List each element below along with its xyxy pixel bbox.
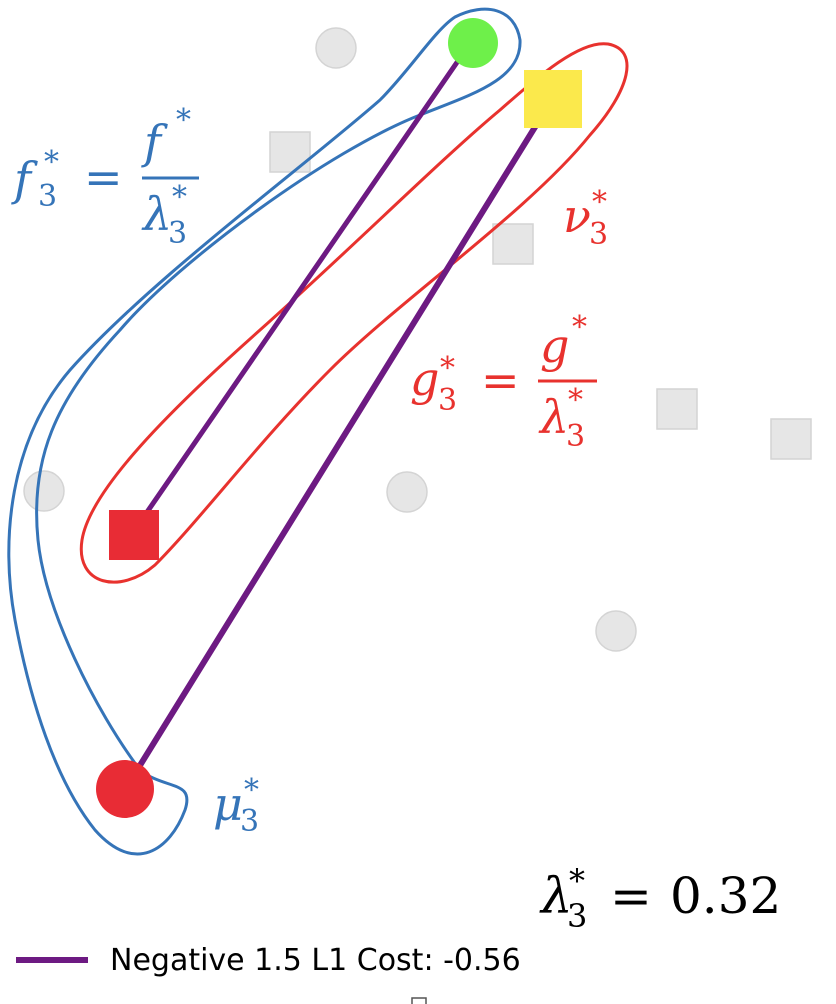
lambda-value-label: λ * 3 = 0.32 bbox=[539, 862, 781, 935]
lambda-equals: = bbox=[610, 867, 652, 925]
g-denominator: λ bbox=[538, 390, 569, 444]
g-lhs-sub: 3 bbox=[438, 383, 457, 418]
f-denominator-sup: * bbox=[172, 180, 187, 215]
grey-circle-marker bbox=[386, 471, 428, 513]
transport-line-thin bbox=[131, 39, 474, 534]
g-lhs-sup: * bbox=[440, 351, 455, 386]
red-square-marker bbox=[109, 510, 159, 560]
legend-label: Negative 1.5 L1 Cost: -0.56 bbox=[110, 943, 521, 978]
grey-circle-marker bbox=[315, 27, 357, 69]
nu-label: ν * 3 bbox=[563, 185, 608, 252]
grey-square-marker bbox=[770, 418, 812, 460]
g-denominator-sub: 3 bbox=[566, 419, 585, 454]
g-lhs: g bbox=[410, 352, 439, 406]
nu-symbol: ν bbox=[563, 189, 591, 243]
g-numerator: g bbox=[540, 319, 569, 373]
blue-group-outline bbox=[7, 7, 522, 856]
grey-circle-marker bbox=[23, 470, 65, 512]
g-denominator-sup: * bbox=[568, 383, 583, 418]
transport-line-thick bbox=[123, 95, 556, 791]
mu-label: μ * 3 bbox=[213, 773, 259, 839]
g-equation: g * 3 = g * λ * 3 bbox=[410, 310, 597, 454]
red-circle-marker bbox=[96, 760, 154, 818]
nu-sub: 3 bbox=[589, 217, 608, 252]
f-lhs-sub: 3 bbox=[38, 179, 57, 214]
f-denominator: λ bbox=[141, 187, 172, 241]
lambda-symbol: λ bbox=[539, 867, 573, 925]
f-lhs-sup: * bbox=[44, 145, 59, 180]
grey-square-marker bbox=[269, 131, 311, 173]
mu-sub: 3 bbox=[240, 804, 259, 839]
f-numerator-sup: * bbox=[176, 103, 191, 138]
mu-sup: * bbox=[244, 773, 259, 808]
grey-circle-marker bbox=[595, 610, 637, 652]
yellow-square-marker bbox=[524, 70, 582, 128]
grey-square-marker bbox=[656, 388, 698, 430]
f-denominator-sub: 3 bbox=[168, 216, 187, 251]
g-numerator-sup: * bbox=[572, 310, 587, 345]
f-equation: f * 3 = f * λ * 3 bbox=[11, 103, 199, 251]
lambda-number: 0.32 bbox=[670, 867, 781, 925]
bottom-tick-box bbox=[411, 997, 427, 1004]
f-equals: = bbox=[84, 150, 123, 204]
legend: Negative 1.5 L1 Cost: -0.56 bbox=[16, 943, 521, 978]
grey-square-marker bbox=[492, 223, 534, 265]
g-equals: = bbox=[481, 353, 520, 407]
lambda-sup: * bbox=[569, 862, 585, 900]
green-circle-marker bbox=[448, 18, 498, 68]
red-group-outline bbox=[79, 42, 629, 584]
mu-symbol: μ bbox=[213, 777, 243, 831]
lambda-sub: 3 bbox=[567, 897, 587, 935]
f-numerator: f bbox=[141, 115, 168, 169]
nu-sup: * bbox=[592, 185, 607, 220]
f-lhs: f bbox=[11, 152, 38, 206]
inactive-points bbox=[23, 27, 812, 652]
